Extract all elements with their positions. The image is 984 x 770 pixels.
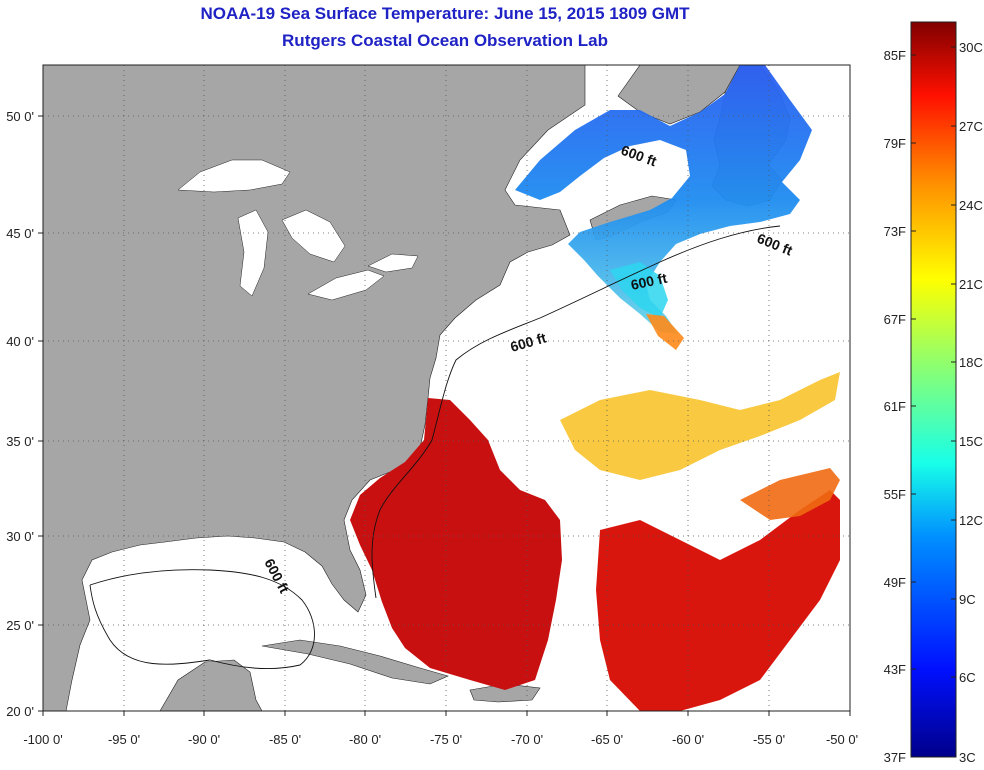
celsius-label: 12C [959, 513, 983, 528]
celsius-label: 15C [959, 434, 983, 449]
lat-label: 25 0' [6, 618, 34, 633]
lon-label: -70 0' [511, 732, 543, 747]
lon-label: -90 0' [188, 732, 220, 747]
lon-label: -80 0' [349, 732, 381, 747]
lon-label: -50 0' [826, 732, 858, 747]
celsius-label: 18C [959, 355, 983, 370]
fahrenheit-label: 85F [884, 48, 906, 63]
lon-label: -85 0' [269, 732, 301, 747]
celsius-label: 27C [959, 119, 983, 134]
fahrenheit-label: 55F [884, 487, 906, 502]
fahrenheit-label: 73F [884, 224, 906, 239]
fahrenheit-label: 67F [884, 312, 906, 327]
celsius-label: 24C [959, 198, 983, 213]
fahrenheit-label: 37F [884, 750, 906, 765]
lat-label: 50 0' [6, 109, 34, 124]
fahrenheit-label: 79F [884, 136, 906, 151]
yucatan-land [159, 659, 263, 711]
sst-warm-midband [740, 468, 840, 520]
map-subtitle: Rutgers Coastal Ocean Observation Lab [282, 31, 608, 50]
sst-cool-georges-bank [610, 262, 668, 318]
color-scale-legend: 85F 79F 73F 67F 61F 55F 49F 43F 37F 30C … [884, 21, 983, 765]
map-area [43, 65, 850, 711]
sst-warm-southeast [350, 398, 562, 690]
lat-label: 20 0' [6, 704, 34, 719]
lon-label: -75 0' [430, 732, 462, 747]
shelf-contour-east [371, 225, 781, 599]
fahrenheit-label: 61F [884, 399, 906, 414]
shelf-contour-gulf [89, 569, 315, 670]
lon-label: -65 0' [591, 732, 623, 747]
great-lakes [177, 159, 419, 301]
sst-warm-slope [646, 314, 684, 350]
celsius-label: 9C [959, 592, 976, 607]
lat-label: 45 0' [6, 226, 34, 241]
map-title: NOAA-19 Sea Surface Temperature: June 15… [200, 4, 690, 23]
lon-label: -100 0' [23, 732, 62, 747]
sst-moderate-band [560, 372, 840, 480]
lon-label: -60 0' [672, 732, 704, 747]
color-scale-bar [910, 21, 957, 758]
lat-label: 35 0' [6, 434, 34, 449]
lon-label: -55 0' [753, 732, 785, 747]
axis-ticks [38, 115, 851, 716]
labrador-land [617, 65, 741, 125]
cuba-land [261, 639, 449, 685]
fahrenheit-label: 49F [884, 575, 906, 590]
lat-label: 30 0' [6, 529, 34, 544]
celsius-label: 30C [959, 40, 983, 55]
lon-label: -95 0' [108, 732, 140, 747]
fahrenheit-label: 43F [884, 662, 906, 677]
celsius-label: 21C [959, 277, 983, 292]
sst-warm-central-atlantic [596, 490, 840, 711]
isobath-label-gulf-maine: 600 ft [629, 270, 668, 293]
sst-cold-gulf-st-lawrence [515, 65, 812, 334]
lat-label: 40 0' [6, 334, 34, 349]
celsius-label: 6C [959, 670, 976, 685]
north-america-land [43, 65, 586, 711]
celsius-label: 3C [959, 750, 976, 765]
